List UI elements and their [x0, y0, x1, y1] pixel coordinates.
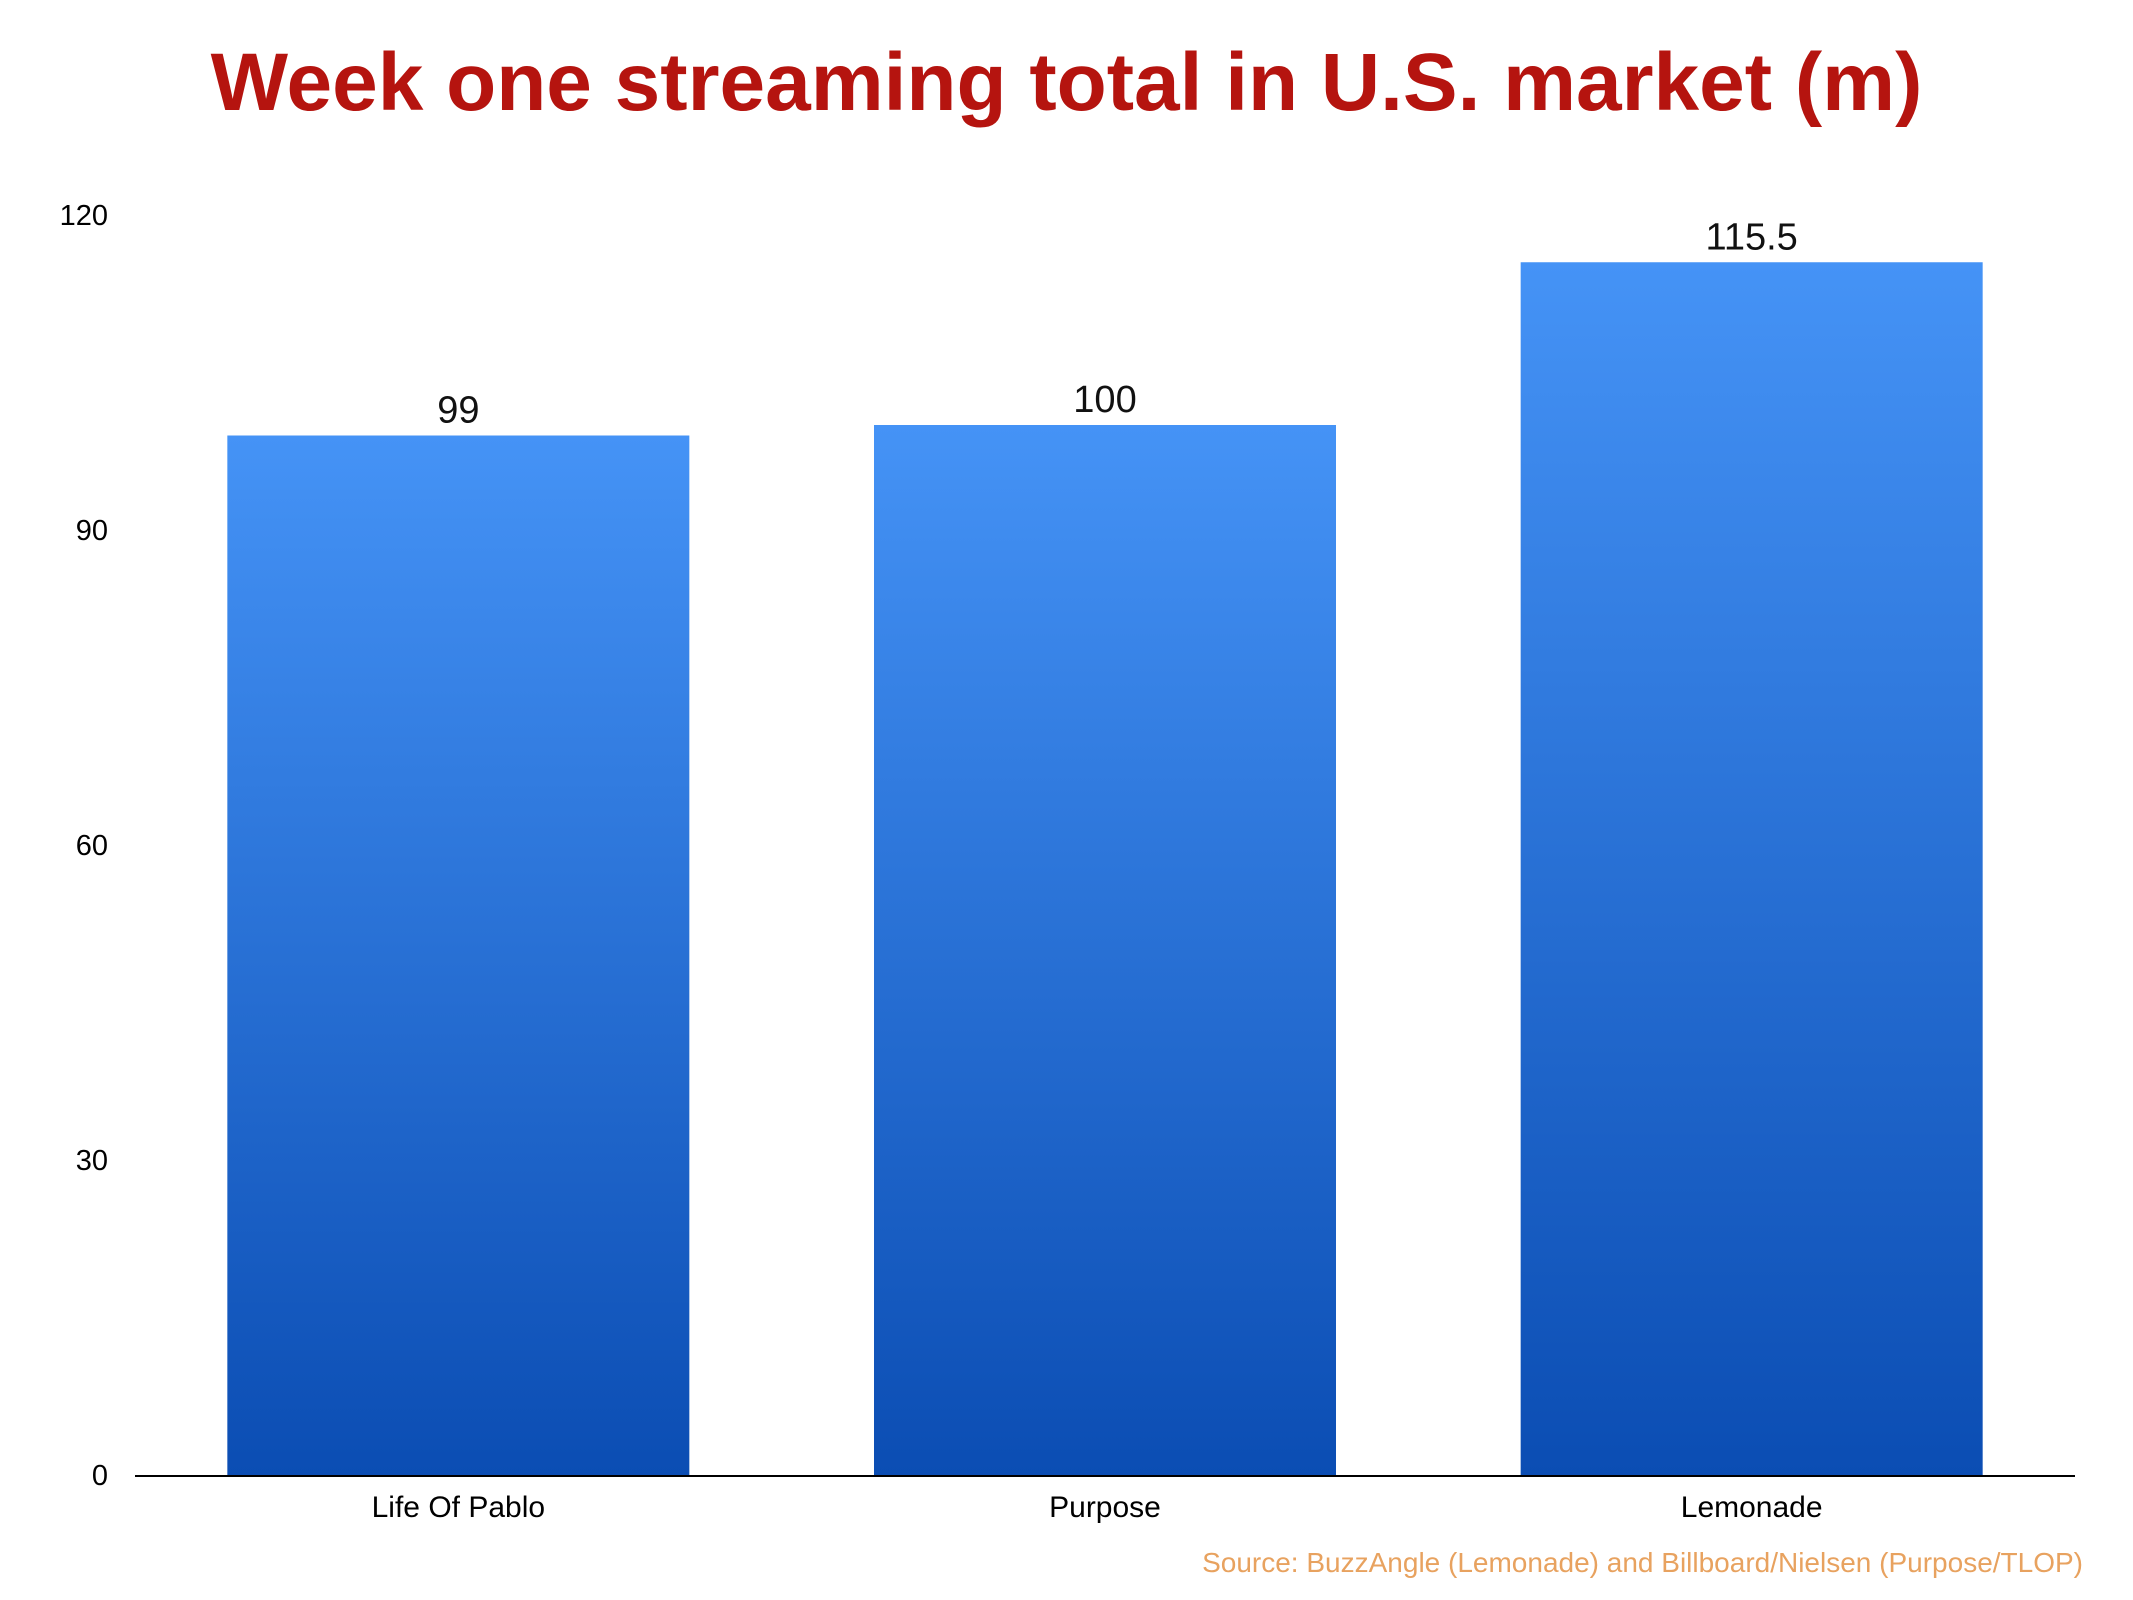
y-tick-label: 30: [76, 1145, 108, 1177]
y-tick-label: 120: [60, 200, 108, 232]
bar-lemonade: [1520, 262, 1983, 1475]
x-tick-label: Life Of Pablo: [372, 1491, 545, 1524]
x-tick-label: Purpose: [1049, 1491, 1161, 1524]
bar-value-label: 100: [1073, 379, 1136, 421]
bar-life-of-pablo: [227, 435, 690, 1475]
x-tick-label: Lemonade: [1681, 1491, 1823, 1524]
y-tick-label: 90: [76, 515, 108, 547]
bar-value-label: 99: [437, 390, 479, 432]
y-tick-label: 0: [92, 1460, 108, 1492]
bar-value-label: 115.5: [1706, 216, 1798, 258]
y-tick-label: 60: [76, 830, 108, 862]
chart-title: Week one streaming total in U.S. market …: [210, 37, 1923, 128]
bars: [227, 262, 1983, 1475]
source-note: Source: BuzzAngle (Lemonade) and Billboa…: [1202, 1547, 2083, 1578]
y-axis-labels: 0 30 60 90 120: [60, 200, 108, 1492]
bar-purpose: [874, 425, 1336, 1475]
x-axis-labels: Life Of Pablo Purpose Lemonade: [372, 1491, 1823, 1524]
value-labels: 99 100 115.5: [437, 216, 1798, 431]
